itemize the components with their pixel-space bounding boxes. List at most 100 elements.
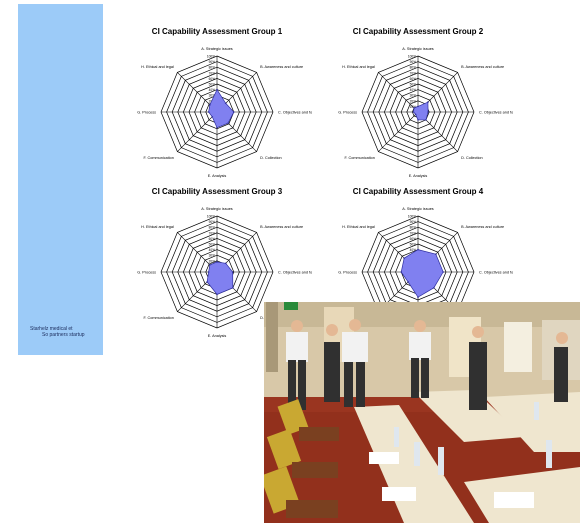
data-point bbox=[207, 271, 210, 273]
axis-label: G. Process bbox=[137, 111, 156, 115]
data-point bbox=[425, 119, 427, 121]
scale-label: 40% bbox=[410, 88, 417, 92]
scale-label: 90% bbox=[410, 220, 417, 224]
scale-label: 40% bbox=[209, 248, 216, 252]
scale-label: 60% bbox=[410, 77, 417, 81]
axis-spoke bbox=[378, 111, 419, 152]
scale-label: 10% bbox=[410, 105, 417, 109]
axis-label: C. Objectives and focus bbox=[278, 271, 312, 275]
axis-spoke bbox=[177, 111, 218, 152]
chart-title: CI Capability Assessment Group 4 bbox=[353, 187, 484, 196]
data-point bbox=[414, 113, 417, 116]
meeting-room-photo bbox=[264, 302, 580, 523]
scale-label: 50% bbox=[209, 83, 216, 87]
axis-label: A. Strategic issues bbox=[402, 207, 434, 211]
data-point bbox=[433, 287, 435, 289]
chart-title: CI Capability Assessment Group 3 bbox=[152, 187, 283, 196]
data-point bbox=[427, 101, 429, 103]
radar-chart-group-1: CI Capability Assessment Group 1010%20%3… bbox=[137, 27, 312, 178]
axis-label: C. Objectives and focus bbox=[479, 111, 513, 115]
axis-label: A. Strategic issues bbox=[402, 47, 434, 51]
scale-label: 70% bbox=[410, 71, 417, 75]
data-point bbox=[435, 253, 437, 255]
data-point bbox=[206, 281, 208, 283]
axis-label: E. Analysis bbox=[208, 174, 227, 178]
axis-label: F. Communication bbox=[344, 156, 374, 160]
data-point bbox=[216, 261, 218, 263]
data-point bbox=[417, 248, 419, 251]
data-point bbox=[231, 271, 234, 273]
scale-label: 20% bbox=[209, 259, 216, 263]
scale-label: 60% bbox=[209, 77, 216, 81]
axis-label: H. Ethical and legal bbox=[141, 65, 174, 69]
scale-label: 80% bbox=[410, 66, 417, 70]
axis-label: E. Analysis bbox=[208, 334, 227, 338]
chart-title: CI Capability Assessment Group 1 bbox=[152, 27, 283, 36]
axis-label: B. Awareness and culture bbox=[461, 65, 504, 69]
scale-label: 90% bbox=[209, 220, 216, 224]
axis-label: A. Strategic issues bbox=[201, 47, 233, 51]
scale-label: 40% bbox=[209, 88, 216, 92]
scale-label: 70% bbox=[209, 71, 216, 75]
data-point bbox=[427, 111, 429, 113]
axis-label: F. Communication bbox=[143, 316, 173, 320]
scale-label: 30% bbox=[209, 254, 216, 258]
chart-title: CI Capability Assessment Group 2 bbox=[353, 27, 484, 36]
scale-label: 100% bbox=[207, 215, 215, 219]
brand-line-2: So partners startup bbox=[42, 332, 85, 338]
scale-label: 50% bbox=[209, 243, 216, 247]
brand-line-1: Starhelz medical et bbox=[30, 326, 73, 332]
data-point bbox=[417, 105, 419, 108]
scale-label: 70% bbox=[209, 231, 216, 235]
axis-spoke bbox=[378, 72, 419, 113]
scale-label: 90% bbox=[410, 60, 417, 64]
scale-label: 60% bbox=[209, 237, 216, 241]
axis-label: C. Objectives and focus bbox=[479, 271, 513, 275]
axis-label: G. Process bbox=[338, 111, 357, 115]
scale-label: 50% bbox=[410, 243, 417, 247]
scale-label: 50% bbox=[410, 83, 417, 87]
series-area bbox=[206, 261, 234, 295]
axis-label: H. Ethical and legal bbox=[342, 65, 375, 69]
data-point bbox=[442, 271, 444, 273]
axis-label: B. Awareness and culture bbox=[461, 225, 504, 229]
axis-label: B. Awareness and culture bbox=[260, 225, 303, 229]
data-point bbox=[216, 88, 218, 91]
data-point bbox=[224, 262, 227, 265]
scale-label: 100% bbox=[207, 55, 215, 59]
data-point bbox=[417, 296, 419, 298]
radar-chart-group-3: CI Capability Assessment Group 3010%20%3… bbox=[137, 187, 312, 338]
data-point bbox=[417, 119, 419, 121]
data-point bbox=[412, 111, 415, 113]
axis-label: A. Strategic issues bbox=[201, 207, 233, 211]
scale-label: 30% bbox=[209, 94, 216, 98]
data-point bbox=[400, 271, 402, 273]
scale-label: 90% bbox=[209, 60, 216, 64]
axis-label: G. Process bbox=[137, 271, 156, 275]
axis-label: F. Communication bbox=[143, 156, 173, 160]
data-point bbox=[211, 115, 214, 118]
meeting-photo-illustration bbox=[264, 302, 580, 523]
scale-label: 70% bbox=[410, 231, 417, 235]
axis-label: D. Collection bbox=[461, 156, 483, 160]
scale-label: 80% bbox=[209, 66, 216, 70]
scale-label: 80% bbox=[410, 226, 417, 230]
brand-text: Starhelz medical et So partners startup bbox=[30, 326, 110, 338]
scale-label: 30% bbox=[410, 94, 417, 98]
axis-label: D. Collection bbox=[260, 156, 282, 160]
data-point bbox=[209, 104, 211, 106]
data-point bbox=[224, 102, 227, 105]
data-point bbox=[407, 281, 409, 283]
data-point bbox=[413, 107, 415, 109]
scale-label: 100% bbox=[408, 55, 416, 59]
axis-label: H. Ethical and legal bbox=[342, 225, 375, 229]
data-point bbox=[227, 122, 229, 124]
axis-label: G. Process bbox=[338, 271, 357, 275]
scale-label: 60% bbox=[410, 237, 417, 241]
radar-chart-group-2: CI Capability Assessment Group 2010%20%3… bbox=[338, 27, 513, 178]
data-point bbox=[232, 287, 234, 289]
axis-label: E. Analysis bbox=[409, 174, 428, 178]
sidebar-panel bbox=[18, 4, 103, 355]
scale-label: 40% bbox=[410, 248, 417, 252]
data-point bbox=[207, 111, 210, 113]
